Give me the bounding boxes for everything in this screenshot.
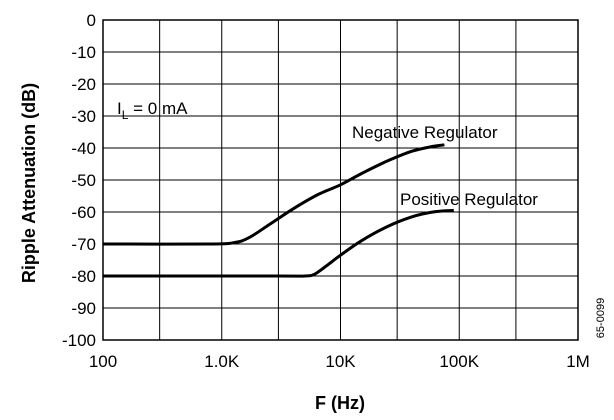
y-tick-label: -100 [62,331,96,350]
figure-code: 65-0099 [595,298,607,338]
x-tick-label: 1M [566,352,590,371]
condition-label-prefix: I [117,99,122,118]
y-tick-label: -20 [71,75,96,94]
y-tick-label: -60 [71,203,96,222]
y-axis-title: Ripple Attenuation (dB) [19,83,39,283]
y-tick-labels: 0 -10 -20 -30 -40 -50 -60 -70 -80 -90 -100 [62,11,96,350]
series-line-positive-regulator [103,208,454,278]
x-tick-label: 10K [325,352,356,371]
x-axis-title: F (Hz) [315,393,365,413]
series-line-negative-regulator [102,143,445,246]
condition-label: IL = 0 mA [117,99,188,122]
x-tick-labels: 100 1.0K 10K 100K 1M [89,352,590,371]
y-tick-label: -70 [71,235,96,254]
series-label-negative-regulator: Negative Regulator [352,123,498,142]
y-tick-label: -40 [71,139,96,158]
y-tick-label: -50 [71,171,96,190]
series-lines [102,143,454,278]
x-tick-label: 100K [439,352,479,371]
series-label-positive-regulator: Positive Regulator [400,190,538,209]
y-tick-label: -10 [71,43,96,62]
grid [103,20,578,340]
plot-frame [102,19,579,341]
y-tick-label: -90 [71,299,96,318]
condition-label-suffix: = 0 mA [128,99,188,118]
y-tick-label: -30 [71,107,96,126]
x-tick-label: 100 [89,352,117,371]
y-tick-label: -80 [71,267,96,286]
x-tick-label: 1.0K [204,352,240,371]
y-tick-label: 0 [87,11,96,30]
condition-label-subscript: L [122,108,129,122]
